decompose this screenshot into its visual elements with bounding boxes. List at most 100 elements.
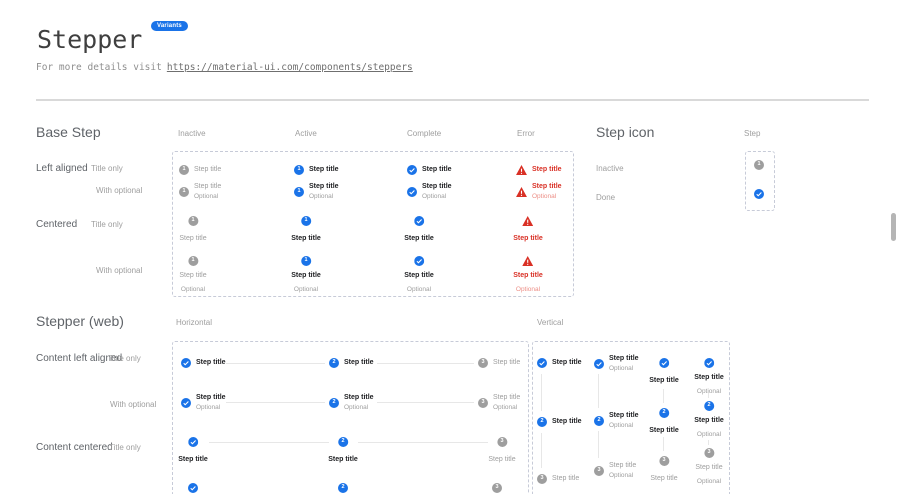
warning-icon [516, 186, 527, 197]
step-title: Step title [179, 235, 207, 242]
vstep-inactive-centered-opt: 3 Step title Optional [695, 448, 723, 486]
step-title: Step title [609, 412, 639, 419]
variant-title-only: Title only [109, 443, 141, 452]
step-active-centered-opt: 1 Step title Optional [291, 256, 321, 293]
step-connector [663, 437, 664, 451]
step-inactive-left-opt: 1 Step title Optional [179, 183, 221, 200]
step-title: Step title [309, 183, 339, 190]
step-optional: Optional [293, 286, 319, 294]
scrollbar-thumb[interactable] [891, 213, 896, 241]
step-title: Step title [695, 464, 723, 471]
step-optional: Optional [422, 193, 447, 201]
hstep-inactive-centered: 3 Step title [488, 437, 516, 464]
step-title: Step title [422, 183, 452, 190]
step-optional: Optional [696, 431, 722, 439]
step-title: Step title [194, 165, 222, 173]
col-complete: Complete [407, 129, 442, 138]
step-title: Step title [488, 456, 516, 463]
vertical-stepper-frame [532, 341, 730, 494]
step-title: Step title [694, 417, 724, 424]
vstep-inactive-centered: 3 Step title [650, 456, 678, 483]
base-step-heading: Base Step [36, 124, 101, 140]
step-error-centered-opt: Step title Optional [513, 256, 543, 293]
col-inactive: Inactive [178, 129, 206, 138]
material-ui-link[interactable]: https://material-ui.com/components/stepp… [166, 62, 413, 73]
variant-title-only: Title only [91, 164, 123, 173]
step-optional: Optional [609, 472, 634, 480]
variant-with-optional: With optional [96, 186, 143, 195]
hstep-active-opt: 2 Step title Optional [329, 394, 374, 411]
step-optional: Optional [696, 478, 722, 486]
step-active-left: 1 Step title [294, 165, 339, 175]
hstep-complete-centered: Step title [178, 437, 208, 464]
step-number-icon: 3 [537, 474, 547, 484]
step-number-icon: 2 [704, 401, 714, 411]
step-optional: Optional [493, 404, 518, 412]
hstep-complete-opt: Step title Optional [181, 394, 226, 411]
step-number-icon: 2 [329, 397, 339, 408]
step-connector [541, 374, 542, 411]
step-number-icon: 1 [188, 216, 198, 226]
warning-icon [522, 216, 534, 226]
step-number-icon: 3 [659, 456, 669, 466]
step-connector [209, 442, 329, 443]
step-complete-centered: Step title [404, 216, 434, 243]
check-icon [414, 216, 424, 226]
step-title: Step title [649, 427, 679, 434]
row-centered: Centered [36, 219, 78, 230]
step-optional: Optional [196, 404, 221, 412]
stepper-web-heading: Stepper (web) [36, 313, 124, 329]
step-title: Step title [609, 355, 639, 362]
step-title: Step title [650, 475, 678, 482]
step-optional: Optional [309, 193, 334, 201]
step-optional: Optional [609, 365, 634, 373]
vstep-inactive: 3 Step title [537, 474, 579, 484]
step-title: Step title [328, 456, 358, 463]
row-left-aligned: Left aligned [36, 163, 88, 174]
vstep-active-opt: 2 Step title Optional [594, 412, 639, 429]
step-connector [708, 393, 709, 398]
step-number-icon: 2 [659, 408, 669, 418]
hstep-inactive: 3 Step title [478, 358, 520, 368]
step-number-icon: 1 [294, 186, 304, 197]
step-title: Step title [532, 165, 562, 173]
step-active-centered: 1 Step title [291, 216, 321, 243]
step-optional: Optional [194, 193, 219, 201]
hstep-inactive-opt: 3 Step title Optional [478, 394, 520, 411]
row-content-left-aligned: Content left aligned [36, 353, 123, 364]
step-connector [377, 402, 474, 403]
step-title: Step title [196, 358, 226, 366]
step-number-icon: 3 [478, 358, 488, 368]
step-inactive-centered-opt: 1 Step title Optional [179, 256, 207, 293]
step-title: Step title [552, 417, 582, 425]
step-title: Step title [404, 235, 434, 242]
state-inactive-label: Inactive [596, 164, 624, 173]
step-title: Step title [694, 374, 724, 381]
step-complete-left: Step title [407, 165, 452, 175]
vstep-active-centered: 2 Step title [649, 408, 679, 435]
step-number-icon: 1 [294, 165, 304, 175]
step-title: Step title [649, 377, 679, 384]
step-icon-heading: Step icon [596, 124, 655, 140]
step-title: Step title [493, 394, 521, 401]
step-number-icon: 2 [594, 415, 604, 426]
step-connector [598, 431, 599, 458]
step-title: Step title [309, 165, 339, 173]
step-number-icon: 1 [179, 186, 189, 197]
col-error: Error [517, 129, 535, 138]
check-icon [704, 358, 714, 368]
check-icon [537, 358, 547, 368]
step-connector [663, 389, 664, 403]
step-number-icon: 2 [338, 437, 348, 447]
step-number-icon: 3 [497, 437, 507, 447]
step-complete-centered-opt: Step title Optional [404, 256, 434, 293]
step-title: Step title [552, 474, 580, 482]
step-title: Step title [609, 462, 637, 469]
vstep-active: 2 Step title [537, 417, 582, 427]
hstep-active-centered: 2 Step title [328, 437, 358, 464]
step-title: Step title [532, 183, 562, 190]
step-title: Step title [291, 272, 321, 279]
vstep-active-centered-opt: 2 Step title Optional [694, 401, 724, 438]
check-icon [188, 437, 198, 447]
